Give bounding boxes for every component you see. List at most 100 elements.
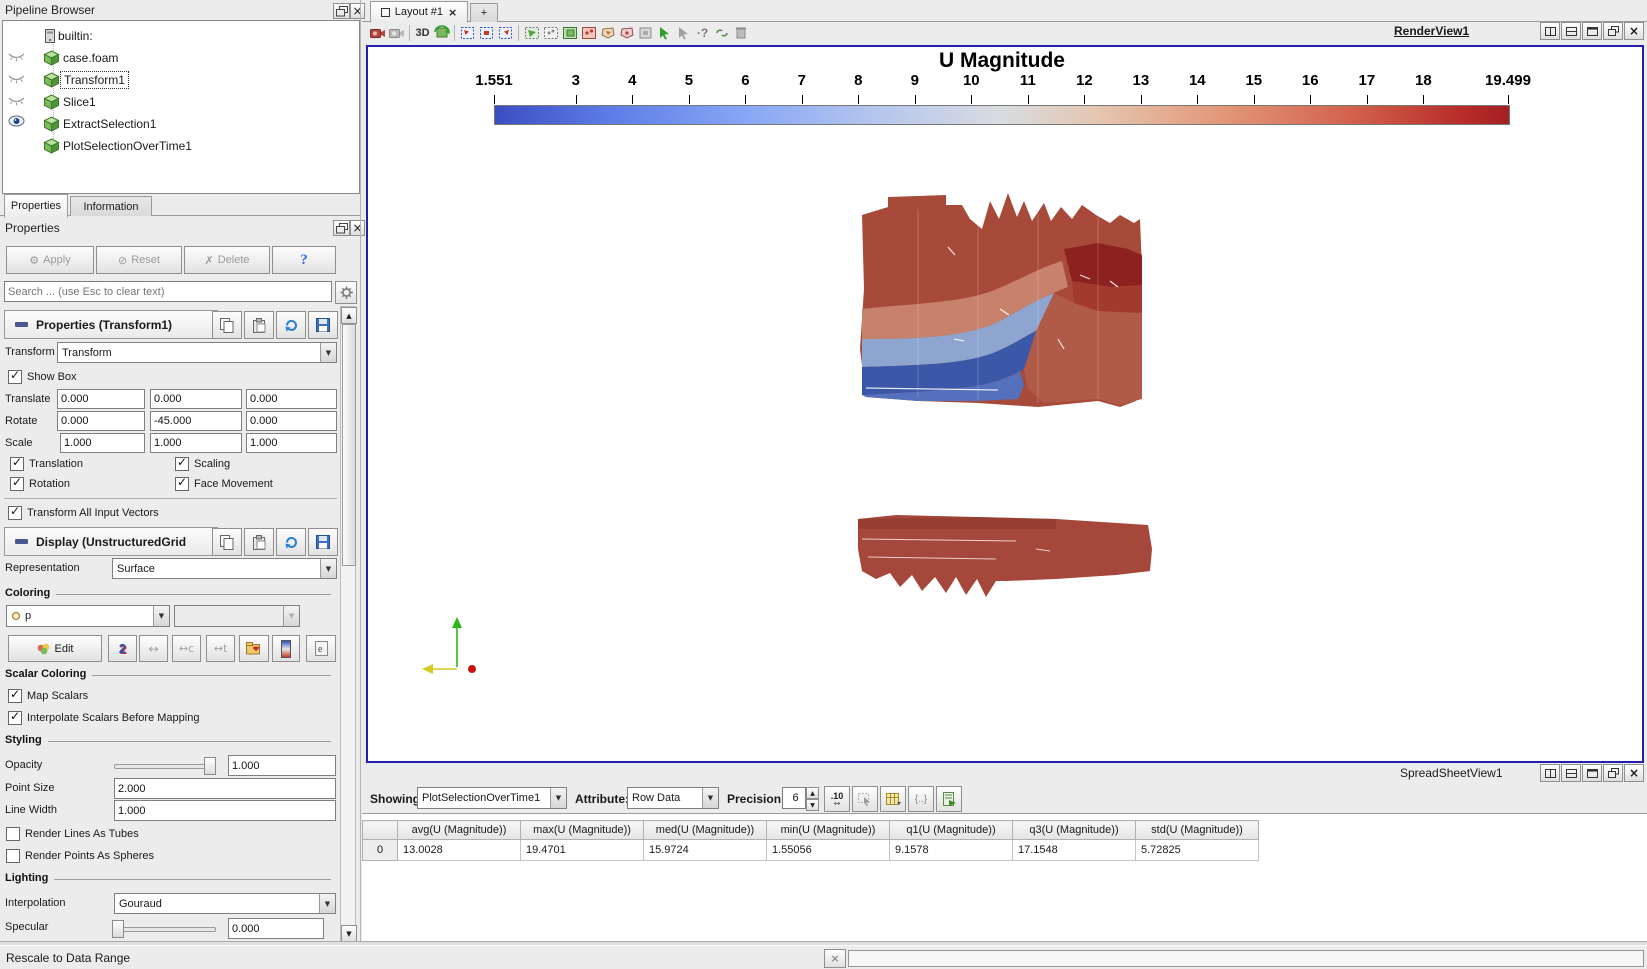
precision-value[interactable]: 6 <box>782 787 806 809</box>
properties-scrollbar[interactable]: ▲ ▼ <box>340 306 357 942</box>
spreadsheet-view-name[interactable]: SpreadSheetView1 <box>1400 766 1503 780</box>
rotate-z-field[interactable] <box>246 411 337 431</box>
copy-display-button[interactable] <box>212 528 242 556</box>
show-box-checkbox[interactable]: Show Box <box>8 368 77 384</box>
zoom-closest-icon[interactable] <box>496 23 515 42</box>
paste-properties-button[interactable] <box>244 311 274 339</box>
select-cells-through-icon[interactable] <box>560 23 579 42</box>
specular-field[interactable] <box>228 918 324 939</box>
reset-button[interactable]: ⊘ Reset <box>96 246 182 274</box>
reset-camera-icon[interactable] <box>432 23 451 42</box>
rescale-to-visible-icon[interactable]: ↔t <box>206 635 235 662</box>
apply-button[interactable]: ⚙ Apply <box>6 246 94 274</box>
render-view-name[interactable]: RenderView1 <box>1394 24 1470 38</box>
select-cells-on-surface-icon[interactable] <box>522 23 541 42</box>
pipeline-item-extractselection1[interactable]: ExtractSelection1 <box>43 113 159 134</box>
opacity-slider-handle[interactable] <box>204 757 216 775</box>
precision-stepper[interactable]: ▲ ▼ <box>806 787 819 811</box>
tab-layout1[interactable]: Layout #1 × <box>370 1 468 23</box>
color-component-combo[interactable]: ▼ <box>174 605 300 627</box>
rotate-x-field[interactable] <box>57 411 145 431</box>
edit-color-legend-icon[interactable]: e <box>306 635 336 662</box>
select-cells-polygon-icon[interactable] <box>598 23 617 42</box>
scale-y-field[interactable] <box>150 433 242 453</box>
scale-z-field[interactable] <box>246 433 337 453</box>
representation-combo[interactable]: Surface ▼ <box>112 558 337 579</box>
index-header[interactable] <box>362 820 398 840</box>
format-options-button[interactable]: {..} <box>908 786 934 812</box>
transform-section-header[interactable]: Properties (Transform1) <box>4 310 218 339</box>
translate-z-field[interactable] <box>246 389 337 409</box>
pipeline-item-plotselectionovertime1[interactable]: PlotSelectionOverTime1 <box>43 135 195 156</box>
interactive-select-points-icon[interactable] <box>674 23 693 42</box>
save-display-defaults-button[interactable] <box>308 528 338 556</box>
scale-x-field[interactable] <box>60 433 145 453</box>
column-header[interactable]: q3(U (Magnitude)) <box>1012 820 1136 840</box>
display-section-header[interactable]: Display (UnstructuredGrid <box>4 527 218 556</box>
zoom-to-data-icon[interactable] <box>477 23 496 42</box>
pipeline-item-case-foam[interactable]: case.foam <box>43 47 121 68</box>
spreadsheet-maximize-button[interactable] <box>1582 764 1602 782</box>
clear-selection-icon[interactable] <box>731 23 750 42</box>
spreadsheet-split-vertical-button[interactable] <box>1561 764 1581 782</box>
choose-preset-icon[interactable] <box>239 635 269 662</box>
opacity-field[interactable] <box>228 755 336 776</box>
specular-slider[interactable] <box>114 927 216 932</box>
column-header[interactable]: max(U (Magnitude)) <box>520 820 644 840</box>
properties-close-button[interactable]: × <box>350 220 365 236</box>
toggle-3d-icon[interactable]: 3D <box>415 26 430 39</box>
search-input[interactable] <box>4 281 332 302</box>
new-layout-tab[interactable]: + <box>470 3 498 22</box>
copy-properties-button[interactable] <box>212 311 242 339</box>
camera-undo-icon[interactable] <box>368 23 387 42</box>
help-button[interactable]: ? <box>272 246 336 274</box>
rescale-over-time-icon[interactable]: ↔c <box>172 635 201 662</box>
show-color-legend-icon[interactable] <box>272 635 300 662</box>
reload-properties-button[interactable] <box>276 311 306 339</box>
paste-display-button[interactable] <box>244 528 274 556</box>
pipeline-item-builtin[interactable]: builtin: <box>45 25 96 46</box>
render-view[interactable]: U Magnitude 1.551 3 4 5 6 7 8 9 10 11 12… <box>366 45 1644 763</box>
scrollbar-thumb[interactable] <box>342 324 356 566</box>
search-options-button[interactable] <box>335 281 357 304</box>
renderview-maximize-button[interactable] <box>1582 22 1602 40</box>
properties-undock-button[interactable] <box>333 220 350 236</box>
face-movement-checkbox[interactable]: Face Movement <box>175 475 273 491</box>
interpolation-combo[interactable]: Gouraud ▼ <box>114 893 336 914</box>
select-points-through-icon[interactable] <box>579 23 598 42</box>
column-header[interactable]: avg(U (Magnitude)) <box>397 820 521 840</box>
translate-x-field[interactable] <box>57 389 145 409</box>
specular-slider-handle[interactable] <box>112 920 124 938</box>
scroll-up-button[interactable]: ▲ <box>341 307 357 324</box>
column-header[interactable]: std(U (Magnitude)) <box>1135 820 1259 840</box>
opacity-slider[interactable] <box>114 764 216 769</box>
point-size-field[interactable] <box>114 778 336 799</box>
dock-splitter[interactable] <box>360 0 361 941</box>
scroll-down-button[interactable]: ▼ <box>341 925 357 942</box>
pipeline-item-transform1[interactable]: Transform1 <box>43 69 129 90</box>
pipeline-undock-button[interactable] <box>333 3 350 19</box>
column-header[interactable]: q1(U (Magnitude)) <box>889 820 1013 840</box>
surface-mesh-top[interactable] <box>858 189 1158 429</box>
spreadsheet-table[interactable]: avg(U (Magnitude)) max(U (Magnitude)) me… <box>362 820 1259 861</box>
close-tab-icon[interactable]: × <box>448 5 458 19</box>
delete-button[interactable]: ✗ Delete <box>184 246 270 274</box>
interactive-select-cells-icon[interactable] <box>655 23 674 42</box>
color-legend-bar[interactable] <box>494 105 1510 125</box>
transform-combo[interactable]: Transform ▼ <box>57 342 337 363</box>
column-header[interactable]: med(U (Magnitude)) <box>643 820 767 840</box>
surface-mesh-bottom[interactable] <box>856 509 1156 601</box>
table-row[interactable]: 0 13.0028 19.4701 15.9724 1.55056 9.1578… <box>362 839 1259 861</box>
spreadsheet-split-horizontal-button[interactable] <box>1540 764 1560 782</box>
attribute-combo[interactable]: Row Data ▼ <box>627 787 719 809</box>
translation-checkbox[interactable]: Translation <box>10 455 83 471</box>
line-width-field[interactable] <box>114 800 336 821</box>
color-array-combo[interactable]: p ▼ <box>6 605 170 627</box>
spreadsheet-close-button[interactable]: × <box>1624 764 1644 782</box>
eye-open-icon[interactable] <box>8 115 25 130</box>
renderview-close-button[interactable]: × <box>1624 22 1644 40</box>
column-header[interactable]: min(U (Magnitude)) <box>766 820 890 840</box>
zoom-to-box-icon[interactable] <box>458 23 477 42</box>
tab-properties[interactable]: Properties <box>4 194 68 218</box>
renderview-undock-button[interactable] <box>1603 22 1623 40</box>
